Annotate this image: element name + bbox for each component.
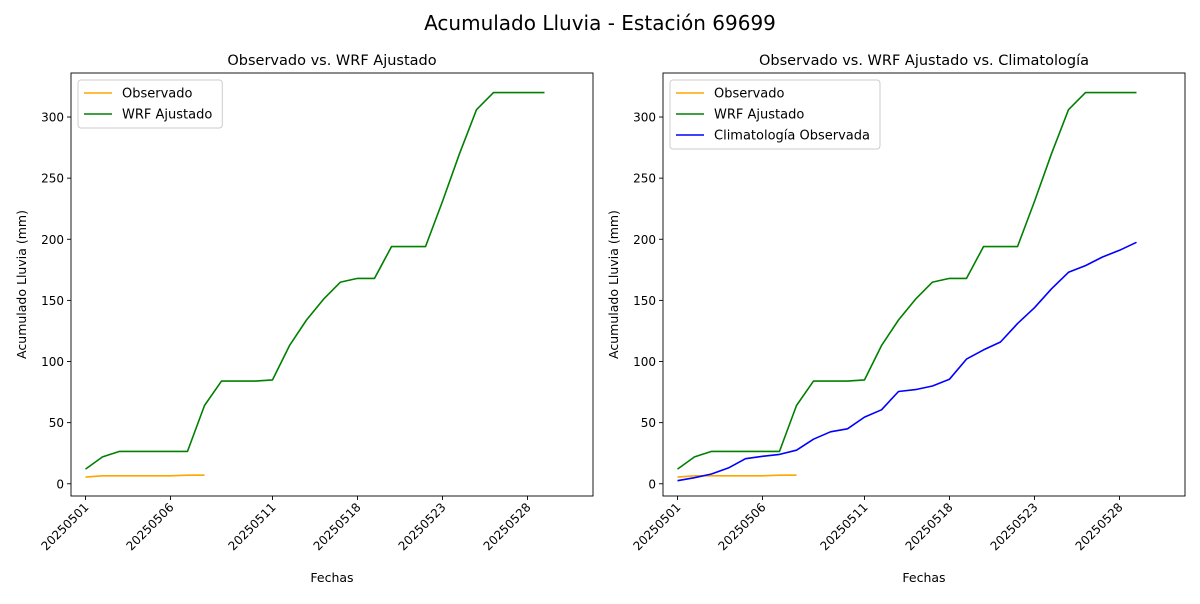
legend-label: Climatología Observada xyxy=(714,129,870,144)
legend: Observado WRF Ajustado xyxy=(77,79,223,129)
y-axis-label: Acumulado Lluvia (mm) xyxy=(14,210,29,359)
x-tick-label: 20250501 xyxy=(38,500,91,553)
chart-right: Observado vs. WRF Ajustado vs. Climatolo… xyxy=(606,53,1186,585)
y-tick-label: 100 xyxy=(633,355,656,369)
x-axis-label: Fechas xyxy=(902,570,945,585)
series-line-observado xyxy=(85,474,205,478)
x-tick-label: 20250511 xyxy=(818,500,871,553)
y-tick-label: 200 xyxy=(633,233,656,247)
series-line-wrf xyxy=(85,91,545,470)
y-tick-label: 150 xyxy=(41,294,64,308)
y-tick-label: 0 xyxy=(56,477,64,491)
series-lines xyxy=(85,91,545,478)
x-tick-label: 20250506 xyxy=(716,500,769,553)
x-tick-label: 20250511 xyxy=(226,500,279,553)
series-line-wrf xyxy=(677,91,1137,470)
legend-label: WRF Ajustado xyxy=(714,108,804,123)
plot-frame xyxy=(662,72,1186,497)
legend-box xyxy=(77,79,223,129)
x-tick-label: 20250523 xyxy=(988,500,1041,553)
x-tick-label: 20250518 xyxy=(311,500,364,553)
series-line-observado xyxy=(677,474,797,478)
y-tick-label: 250 xyxy=(41,172,64,186)
legend-label: Observado xyxy=(714,87,785,102)
y-tick-label: 50 xyxy=(641,416,656,430)
x-tick-label: 20250528 xyxy=(1073,500,1126,553)
chart-left: Observado vs. WRF Ajustado 0 50 100 150 200 25… xyxy=(14,53,594,585)
legend-box xyxy=(669,79,881,150)
plot-frame xyxy=(70,72,594,497)
y-tick-label: 150 xyxy=(633,294,656,308)
x-tick-label: 20250506 xyxy=(124,500,177,553)
y-tick-label: 250 xyxy=(633,172,656,186)
chart-title: Observado vs. WRF Ajustado xyxy=(227,53,436,69)
legend: Observado WRF Ajustado Climatología Observ… xyxy=(669,79,881,150)
x-tick-label: 20250501 xyxy=(630,500,683,553)
x-axis-label: Fechas xyxy=(310,570,353,585)
series-line-clima xyxy=(677,241,1137,482)
legend-label: WRF Ajustado xyxy=(122,108,212,123)
series-lines xyxy=(677,91,1137,482)
y-axis-label: Acumulado Lluvia (mm) xyxy=(606,210,621,359)
y-tick-label: 300 xyxy=(633,111,656,125)
figure-title: Acumulado Lluvia - Estación 69699 xyxy=(424,11,776,35)
y-tick-label: 200 xyxy=(41,233,64,247)
x-tick-label: 20250518 xyxy=(903,500,956,553)
y-tick-label: 0 xyxy=(648,477,656,491)
y-tick-label: 100 xyxy=(41,355,64,369)
x-tick-label: 20250523 xyxy=(396,500,449,553)
legend-label: Observado xyxy=(122,87,193,102)
chart-title: Observado vs. WRF Ajustado vs. Climatolo… xyxy=(759,53,1089,69)
y-tick-label: 300 xyxy=(41,111,64,125)
x-tick-label: 20250528 xyxy=(481,500,534,553)
y-tick-label: 50 xyxy=(49,416,64,430)
